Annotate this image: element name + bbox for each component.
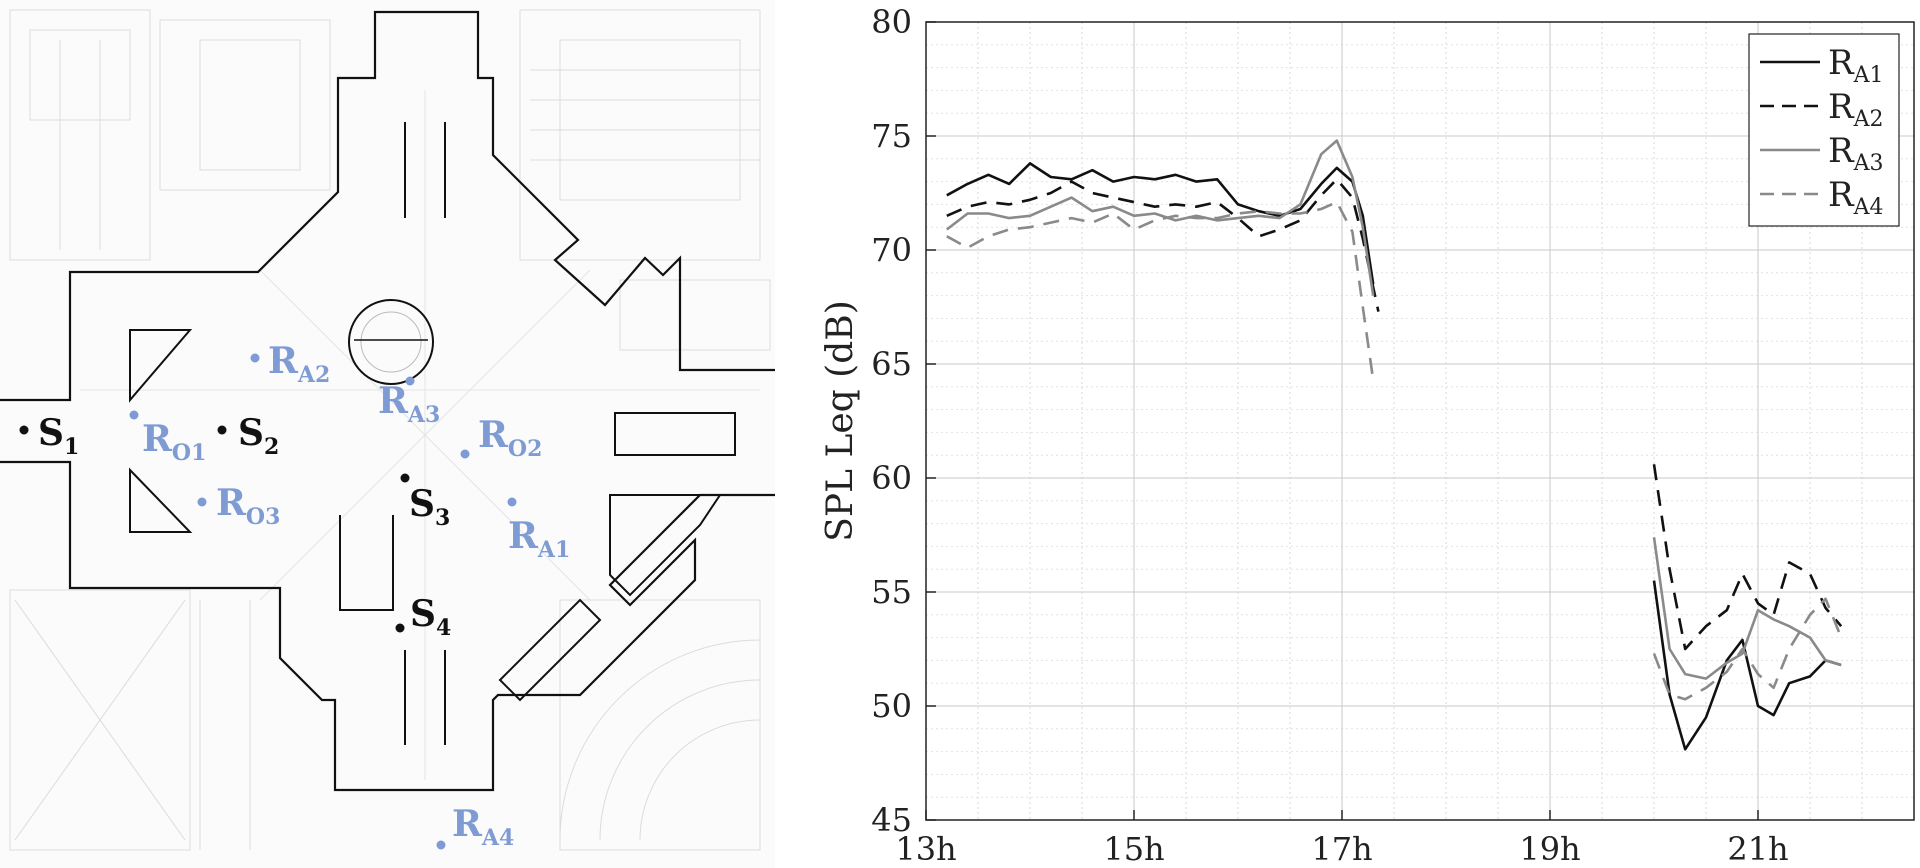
- x-tick-label: 19h: [1519, 830, 1580, 868]
- source-label-s4: S4: [410, 593, 451, 641]
- y-tick-label: 45: [871, 801, 912, 839]
- x-tick-label: 13h: [895, 830, 956, 868]
- y-tick-label: 50: [871, 687, 912, 725]
- building-outline: [0, 10, 775, 792]
- spiral-stair: [348, 299, 434, 385]
- source-markers: [19, 425, 410, 633]
- y-tick-label: 65: [871, 345, 912, 383]
- series-line-a1-segment-1: [946, 162, 1375, 285]
- series-line-a4-segment-2: [1652, 597, 1843, 701]
- legend-label-a1: RA1: [1828, 43, 1884, 88]
- plot-frame: [925, 21, 1915, 821]
- x-tick-label: 15h: [1103, 830, 1164, 868]
- source-label-s2: S2: [238, 412, 279, 460]
- receiver-dot-a2: [250, 353, 260, 363]
- x-tick-label: 21h: [1727, 830, 1788, 868]
- background-architecture: [9, 9, 771, 851]
- source-label-s1: S1: [38, 412, 79, 460]
- source-dot-s4: [395, 623, 405, 633]
- receiver-dot-o1: [129, 410, 139, 420]
- receiver-label-a4: RA4: [452, 803, 514, 851]
- y-tick-label: 60: [871, 459, 912, 497]
- legend-label-a2: RA2: [1828, 87, 1884, 132]
- receiver-dot-a4: [436, 840, 446, 850]
- series-line-a3-segment-1: [946, 139, 1375, 296]
- y-tick-label: 70: [871, 231, 912, 269]
- legend-label-a4: RA4: [1828, 175, 1884, 220]
- floor-plan-map: S1 S2 S3 S4 RA1 RA2 RA3 RA4 RO1 RO2 RO3: [0, 0, 775, 868]
- y-tick-label: 75: [871, 117, 912, 155]
- series-line-a3-segment-2: [1652, 537, 1842, 680]
- x-tick-label: 17h: [1311, 830, 1372, 868]
- receiver-label-a2: RA2: [268, 340, 330, 388]
- y-axis-label: SPL Leq (dB): [820, 300, 861, 542]
- series-line-a4-segment-1: [946, 200, 1375, 381]
- series-line-a2-segment-1: [946, 178, 1380, 312]
- source-dot-s1: [19, 425, 29, 435]
- series-line-a1-segment-2: [1652, 580, 1842, 751]
- series-line-a2-segment-2: [1652, 464, 1843, 651]
- spl-line-chart: 13h 15h 17h 19h 21h 45 50 55 60 65 70 75 80 SPL Leq …: [820, 3, 1915, 868]
- receiver-label-o2: RO2: [478, 414, 542, 462]
- stair-elements: [129, 122, 736, 745]
- source-label-s3: S3: [409, 483, 450, 531]
- receiver-markers: [129, 353, 517, 850]
- y-tick-label: 80: [871, 3, 912, 41]
- receiver-dot-o3: [197, 497, 207, 507]
- receiver-label-a3: RA3: [378, 380, 440, 428]
- legend-label-a3: RA3: [1828, 131, 1884, 176]
- axis-ticks: 13h 15h 17h 19h 21h 45 50 55 60 65 70 75 80: [871, 3, 1788, 868]
- atrium-grid: [80, 90, 760, 780]
- receiver-label-o1: RO1: [142, 418, 206, 466]
- receiver-dot-a3: [405, 376, 415, 386]
- y-tick-label: 55: [871, 573, 912, 611]
- receiver-label-a1: RA1: [508, 515, 570, 563]
- map-background: [0, 0, 775, 868]
- series-lines: [946, 139, 1843, 751]
- receiver-dot-o2: [460, 449, 470, 459]
- source-dot-s3: [400, 473, 410, 483]
- receiver-label-o3: RO3: [216, 482, 280, 530]
- source-dot-s2: [217, 425, 227, 435]
- receiver-dot-a1: [507, 497, 517, 507]
